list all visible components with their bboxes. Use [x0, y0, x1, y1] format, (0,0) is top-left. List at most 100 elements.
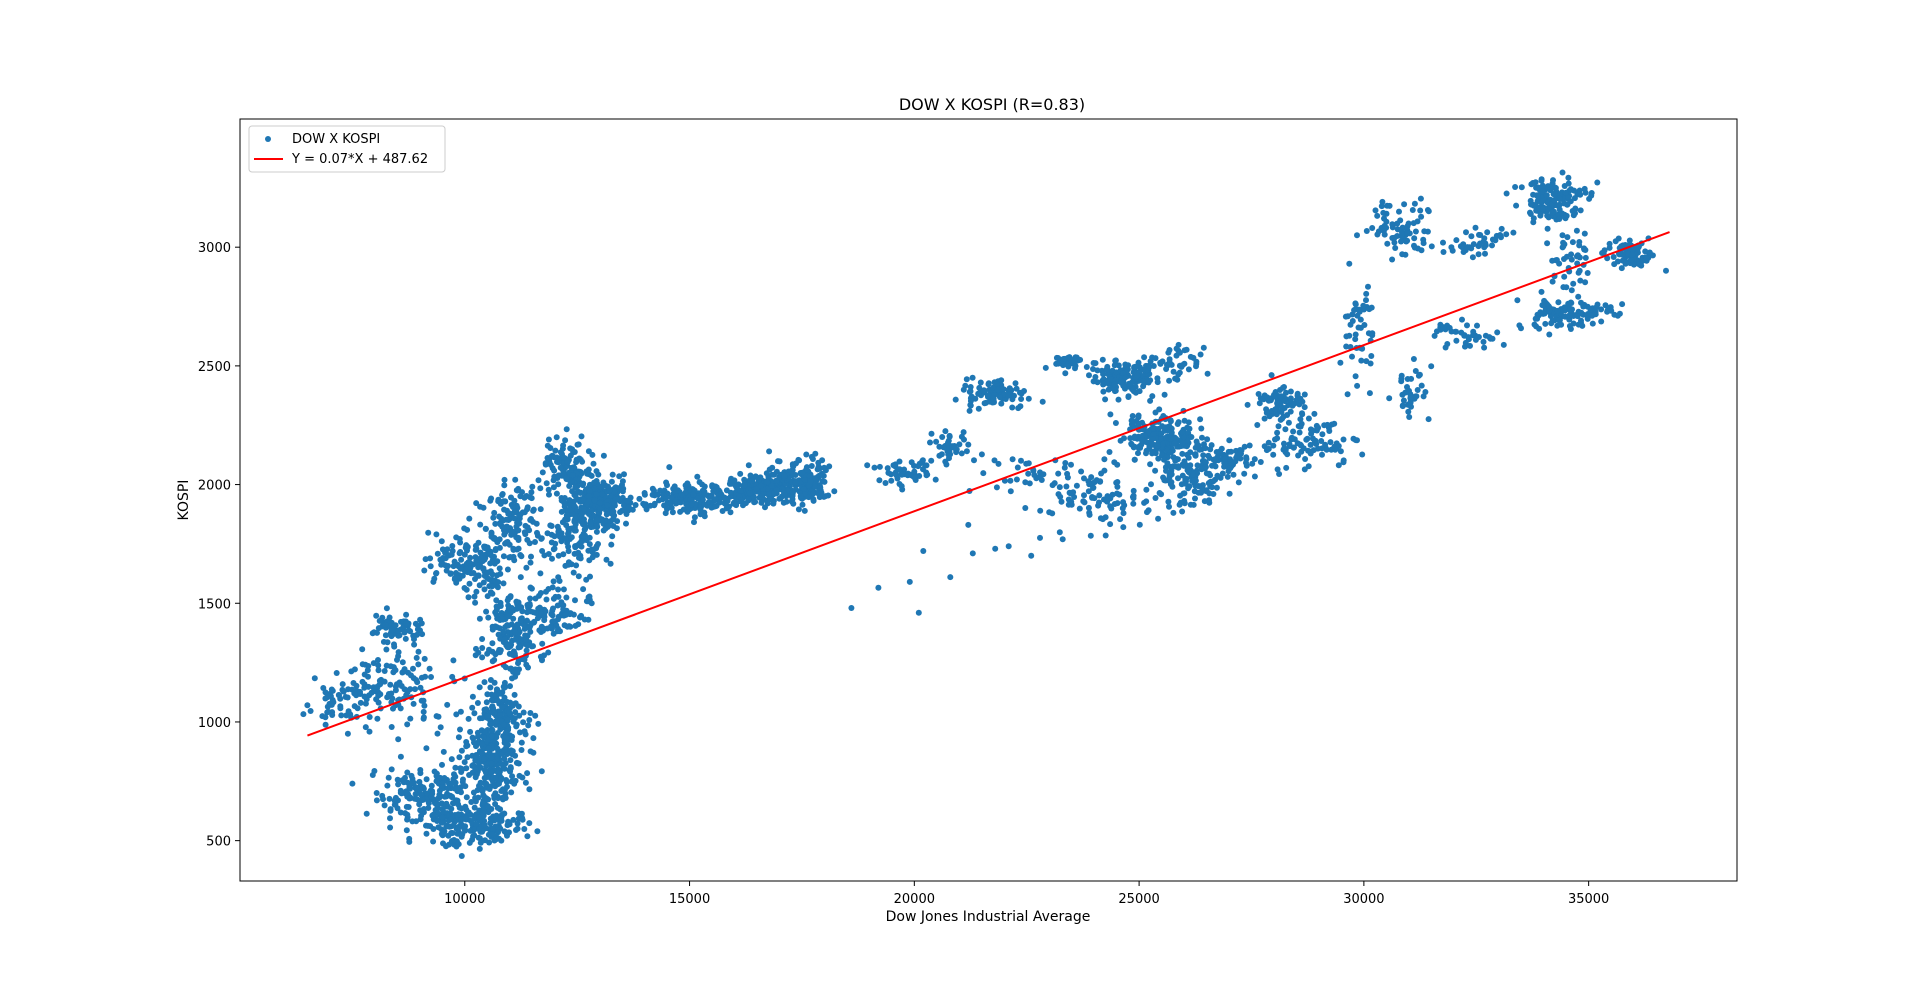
- scatter-point: [1107, 521, 1114, 528]
- scatter-point: [1374, 212, 1381, 219]
- scatter-point: [481, 755, 487, 762]
- scatter-point: [564, 458, 571, 465]
- scatter-point: [1129, 379, 1136, 386]
- scatter-point: [1492, 237, 1499, 244]
- scatter-point: [438, 538, 445, 545]
- scatter-point: [1143, 450, 1149, 457]
- scatter-point: [911, 468, 918, 475]
- scatter-point: [691, 519, 697, 526]
- scatter-point: [502, 664, 509, 671]
- scatter-point: [1031, 472, 1038, 478]
- scatter-point: [513, 598, 520, 605]
- scatter-point: [1205, 480, 1212, 487]
- scatter-point: [915, 609, 922, 616]
- scatter-point: [1575, 293, 1582, 300]
- scatter-point: [337, 705, 344, 712]
- scatter-point: [1181, 347, 1188, 354]
- scatter-point: [664, 506, 670, 512]
- scatter-point: [420, 708, 427, 715]
- scatter-point: [781, 473, 788, 480]
- scatter-point: [1548, 320, 1555, 327]
- scatter-point: [504, 783, 510, 790]
- scatter-point: [666, 464, 673, 471]
- scatter-point: [1401, 201, 1408, 208]
- scatter-point: [585, 616, 592, 623]
- scatter-point: [351, 666, 358, 673]
- scatter-point: [461, 525, 468, 532]
- scatter-point: [437, 556, 444, 563]
- scatter-point: [1384, 240, 1391, 247]
- scatter-point: [524, 504, 531, 511]
- scatter-point: [1481, 344, 1488, 351]
- scatter-point: [1282, 426, 1289, 433]
- scatter-point: [1101, 456, 1108, 463]
- scatter-point: [501, 694, 508, 701]
- scatter-point: [1663, 267, 1669, 274]
- scatter-point: [434, 818, 441, 824]
- scatter-point: [548, 453, 555, 460]
- scatter-point: [1007, 477, 1014, 484]
- scatter-point: [373, 790, 380, 796]
- scatter-point: [727, 478, 734, 485]
- scatter-point: [572, 484, 579, 491]
- scatter-point: [571, 527, 578, 534]
- scatter-point: [560, 606, 567, 613]
- scatter-point: [458, 853, 465, 859]
- scatter-point: [1145, 507, 1152, 514]
- scatter-point: [781, 490, 788, 497]
- scatter-point: [572, 622, 579, 629]
- scatter-point: [521, 529, 528, 536]
- scatter-point: [359, 646, 366, 653]
- scatter-point: [656, 497, 662, 504]
- scatter-point: [307, 708, 314, 714]
- scatter-point: [524, 536, 531, 543]
- scatter-point: [611, 488, 618, 495]
- scatter-point: [766, 496, 773, 503]
- scatter-point: [1158, 430, 1165, 437]
- scatter-point: [1563, 212, 1570, 219]
- scatter-point: [509, 733, 516, 740]
- scatter-point: [466, 839, 473, 846]
- scatter-point: [567, 452, 574, 459]
- scatter-point: [1315, 424, 1322, 431]
- scatter-point: [1406, 414, 1413, 420]
- scatter-point: [1281, 398, 1288, 405]
- scatter-point: [1413, 393, 1420, 400]
- scatter-point: [562, 437, 569, 444]
- scatter-point: [1614, 312, 1621, 319]
- scatter-point: [1392, 245, 1399, 251]
- scatter-point: [504, 597, 511, 604]
- scatter-point: [475, 564, 482, 571]
- scatter-point: [1099, 516, 1106, 523]
- scatter-point: [431, 768, 438, 775]
- scatter-point: [511, 650, 518, 657]
- scatter-point: [806, 473, 813, 480]
- scatter-point: [1100, 388, 1107, 395]
- scatter-point: [1305, 447, 1312, 454]
- scatter-point: [511, 515, 517, 522]
- scatter-point: [1068, 461, 1074, 468]
- scatter-point: [573, 459, 580, 466]
- scatter-point: [466, 560, 473, 566]
- scatter-point: [1410, 220, 1417, 227]
- scatter-point: [1159, 358, 1166, 365]
- scatter-point: [430, 811, 437, 818]
- scatter-point: [455, 734, 462, 741]
- scatter-point: [884, 465, 891, 472]
- scatter-point: [1570, 280, 1577, 287]
- scatter-point: [1203, 470, 1210, 477]
- scatter-point: [1309, 427, 1316, 434]
- scatter-point: [425, 800, 432, 807]
- scatter-point: [571, 503, 578, 509]
- scatter-point: [339, 681, 346, 688]
- scatter-point: [1056, 529, 1063, 536]
- scatter-point: [1514, 297, 1521, 304]
- scatter-point: [415, 648, 422, 655]
- scatter-point: [399, 659, 406, 666]
- scatter-point: [502, 540, 509, 547]
- scatter-point: [932, 476, 939, 483]
- scatter-point: [1198, 425, 1205, 432]
- scatter-point: [1608, 307, 1615, 314]
- scatter-point: [1368, 304, 1375, 311]
- scatter-point: [1130, 492, 1137, 499]
